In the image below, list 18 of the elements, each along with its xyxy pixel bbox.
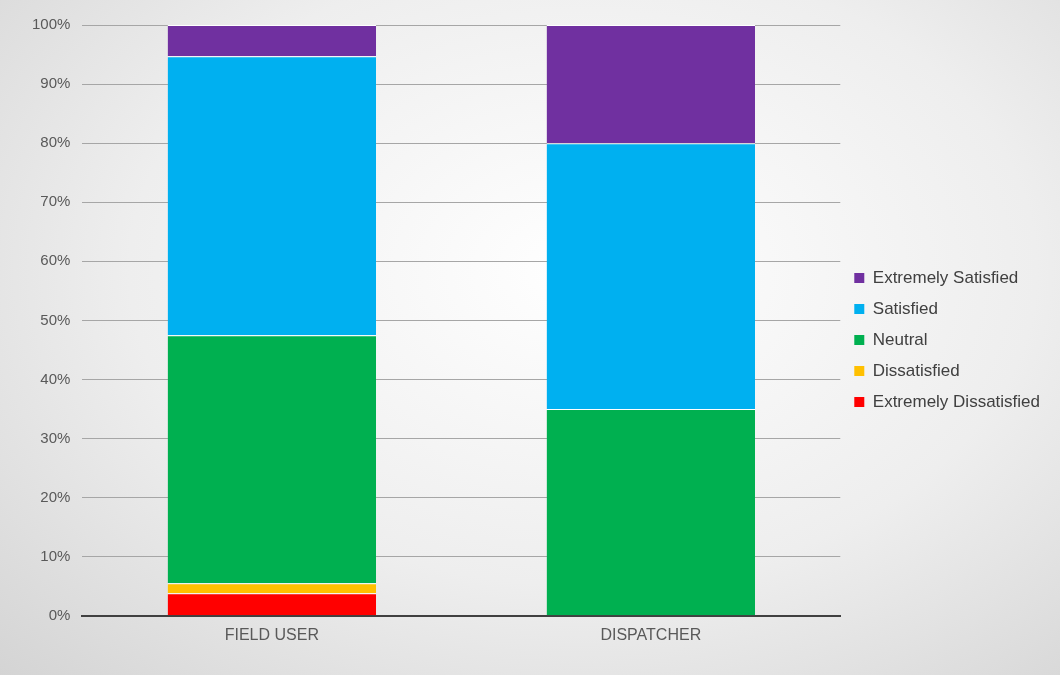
x-tick-label: DISPATCHER — [600, 625, 702, 643]
y-tick-label: 80% — [40, 133, 71, 151]
y-tick-label: 30% — [40, 428, 71, 446]
y-tick-label: 0% — [48, 605, 71, 623]
y-tick-label: 90% — [40, 74, 71, 92]
legend-label: Extremely Dissatisfied — [872, 391, 1041, 411]
legend-label: Neutral — [872, 329, 928, 349]
y-tick-label: 50% — [40, 310, 71, 328]
y-tick-label: 40% — [40, 369, 71, 387]
x-tick-label: FIELD USER — [224, 625, 319, 643]
y-tick-label: 60% — [40, 251, 71, 269]
legend-label: Satisfied — [872, 298, 938, 318]
legend-label: Dissatisfied — [872, 360, 960, 380]
y-tick-label: 20% — [40, 487, 71, 505]
y-tick-label: 10% — [40, 546, 71, 564]
y-tick-label: 70% — [40, 192, 71, 210]
legend-label: Extremely Satisfied — [872, 267, 1019, 287]
y-tick-label: 100% — [31, 15, 71, 33]
